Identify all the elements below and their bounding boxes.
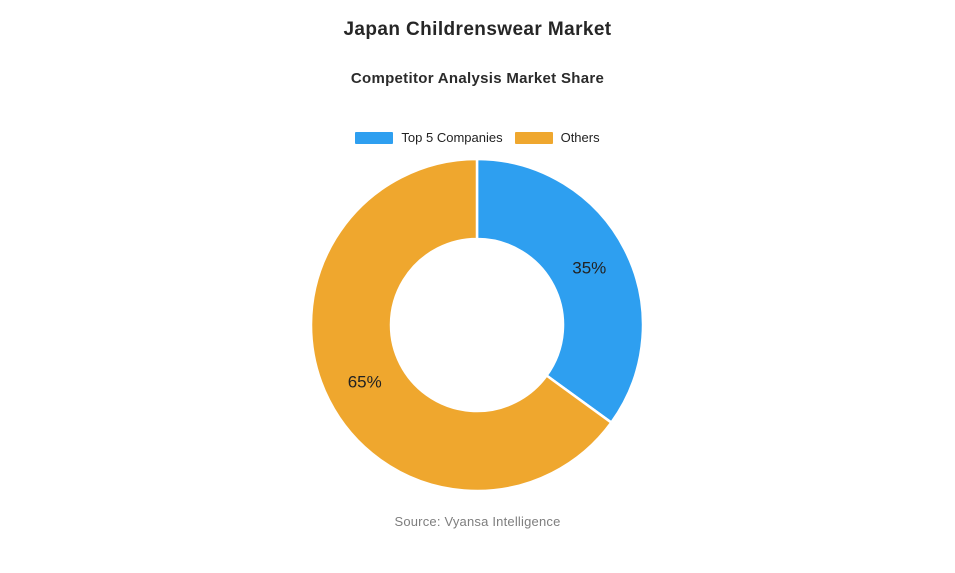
chart-title: Japan Childrenswear Market [343,19,612,40]
legend-item-top-5-companies[interactable]: Top 5 Companies [355,130,503,145]
legend-label-top-5-companies: Top 5 Companies [401,130,503,145]
slice-value-label-others: 65% [348,373,382,392]
source-text: Source: Vyansa Intelligence [394,514,561,529]
chart-subtitle: Competitor Analysis Market Share [350,70,605,87]
donut-slice-top-5-companies[interactable] [475,157,645,424]
legend-swatch-top-5-companies-icon [355,131,394,144]
legend-item-others[interactable]: Others [514,130,600,145]
donut-chart: 35% 65% [309,157,645,493]
slice-value-label-top-5-companies: 35% [572,258,606,277]
legend-swatch-others-icon [514,131,553,144]
legend: Top 5 Companies Others [0,130,955,145]
donut-slice-others[interactable] [309,157,613,493]
legend-label-others: Others [560,130,600,145]
